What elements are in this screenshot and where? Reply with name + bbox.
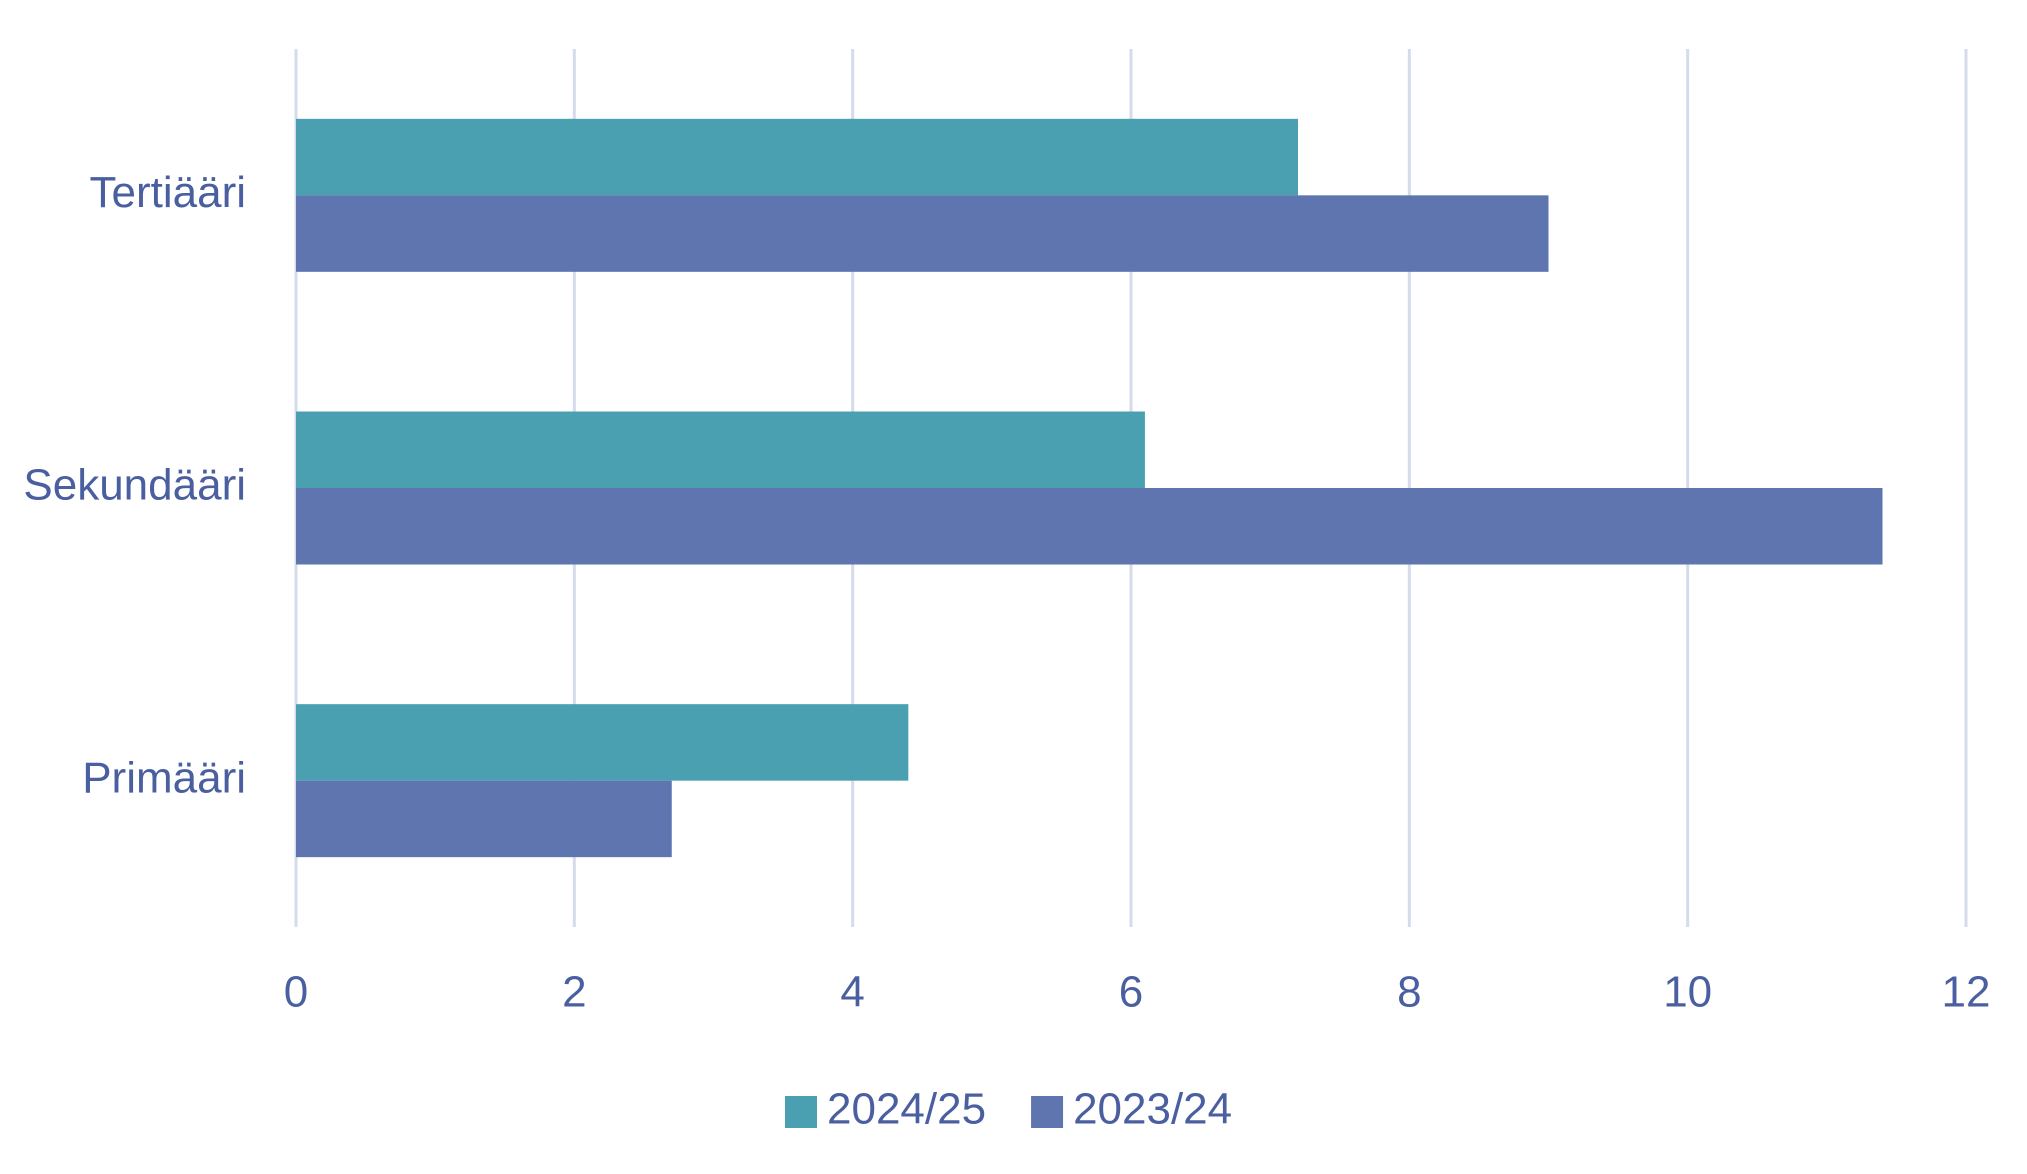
x-tick-label: 2 <box>562 968 586 1017</box>
bar <box>296 704 909 781</box>
bar <box>296 411 1145 488</box>
y-tick-label: Sekundääri <box>23 461 246 510</box>
legend-label: 2024/25 <box>827 1085 986 1134</box>
legend-swatch <box>1031 1096 1064 1128</box>
x-tick-label: 6 <box>1119 968 1143 1017</box>
x-tick-label: 12 <box>1942 968 1991 1017</box>
y-tick-label: Primääri <box>82 753 246 802</box>
bar <box>296 118 1298 196</box>
bar <box>296 780 672 858</box>
y-tick-label: Tertiääri <box>90 168 247 217</box>
legend-swatch <box>785 1096 817 1128</box>
x-tick-label: 10 <box>1663 968 1712 1017</box>
x-tick-label: 0 <box>284 968 308 1017</box>
bar <box>296 195 1549 272</box>
x-tick-label: 4 <box>840 968 864 1017</box>
bar <box>296 488 1883 565</box>
legend-label: 2023/24 <box>1073 1085 1232 1134</box>
x-tick-label: 8 <box>1397 968 1421 1017</box>
